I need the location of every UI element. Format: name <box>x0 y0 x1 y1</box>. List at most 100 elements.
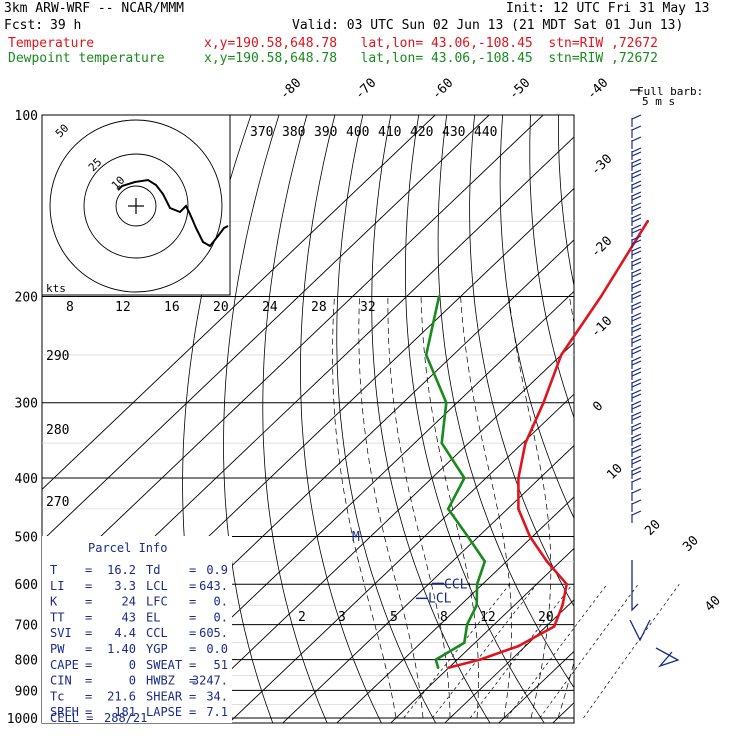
theta-label: 370 <box>250 125 273 140</box>
moist-adiabat <box>557 296 574 719</box>
hodograph-ring <box>49 119 223 293</box>
wind-barb-flag <box>631 510 642 516</box>
barb-legend-label: Full barb: <box>637 85 703 98</box>
dry-adiabat <box>670 115 740 731</box>
mixing-ratio-label: 20 <box>538 610 554 625</box>
theta-label: 440 <box>474 125 497 140</box>
wind-barb-flag <box>631 312 642 318</box>
isotherm-line <box>282 444 574 723</box>
parcel-param-name: CCL <box>146 626 168 640</box>
wind-barb-flag <box>631 338 642 344</box>
isotherm-line <box>653 115 740 731</box>
isotherm-label: 40 <box>702 593 724 615</box>
dry-adiabat <box>405 115 545 723</box>
theta-label: 390 <box>314 125 337 140</box>
pressure-tick-label: 400 <box>15 472 38 487</box>
temperature-point <box>646 219 649 223</box>
parcel-param-value: 3.3 <box>114 579 136 593</box>
parcel-equals: = <box>189 642 196 656</box>
dewpoint-point <box>466 535 470 538</box>
isotherm-label: 30 <box>680 533 702 555</box>
wind-barb-flag <box>631 459 642 465</box>
m-marker: M <box>352 530 360 545</box>
wind-barb-flag <box>631 327 642 333</box>
dewpoint-point <box>434 658 438 661</box>
moist-adiabat <box>585 297 657 719</box>
hodograph-speed-tick: 32 <box>360 300 376 315</box>
isotherm-line <box>228 393 574 723</box>
temperature-point <box>542 401 545 405</box>
dry-adiabat <box>371 115 491 723</box>
wind-barb-flag <box>631 246 642 252</box>
parcel-equals: = <box>85 563 92 577</box>
pressure-tick-label: 100 <box>15 109 38 124</box>
wind-barb-flag <box>631 400 642 406</box>
wind-barb-flag <box>631 356 642 362</box>
parcel-equals: = <box>189 658 196 672</box>
dewpoint-location-info: x,y=190.58,648.78 lat,lon= 43.06,-108.45… <box>204 51 658 66</box>
isotherm-label: -20 <box>588 234 615 261</box>
dry-adiabat <box>614 115 740 731</box>
parcel-param-value: 7.1 <box>206 705 228 719</box>
parcel-equals: = <box>85 626 92 640</box>
temperature-point <box>478 658 482 661</box>
wind-barb-flag <box>631 393 642 399</box>
isotherm-line <box>174 342 574 723</box>
parcel-param-value: 34. <box>206 689 228 703</box>
isotherm-label: -70 <box>352 76 379 103</box>
dewpoint-point <box>465 623 469 626</box>
dry-adiabat <box>586 115 740 731</box>
parcel-param-name: Tc <box>50 689 64 703</box>
temperature-location-info: x,y=190.58,648.78 lat,lon= 43.06,-108.45… <box>204 36 658 51</box>
hodograph-speed-tick: 16 <box>164 300 180 315</box>
parcel-param-value: 0 <box>129 658 136 672</box>
pressure-tick-label: 200 <box>15 291 38 306</box>
parcel-equals: = <box>189 705 196 719</box>
dewpoint-point <box>483 560 487 563</box>
dewpoint-profile <box>424 296 487 668</box>
parcel-info-title: Parcel Info <box>88 541 167 555</box>
wind-barb-flag <box>631 433 642 439</box>
temperature-point <box>528 535 532 538</box>
parcel-param-value: 605. <box>199 626 228 640</box>
wind-barb-flag <box>631 147 642 153</box>
wind-barb-flag <box>631 162 642 168</box>
parcel-param-name: CIN <box>50 674 72 688</box>
wind-barb-flag <box>631 279 642 285</box>
temperature-point <box>565 582 568 586</box>
mixing-ratio-label: 8 <box>440 610 448 625</box>
pressure-tick-label: 900 <box>15 684 38 699</box>
dry-adiabat <box>336 115 437 723</box>
parcel-equals: = <box>85 658 92 672</box>
wind-barb-flag <box>631 173 642 179</box>
dewpoint-point <box>424 353 428 357</box>
isotherm-label: 0 <box>590 399 606 415</box>
wind-barb-flag <box>631 323 642 329</box>
parcel-equals: = <box>189 674 196 688</box>
parcel-equals: = <box>189 689 196 703</box>
wind-barb-flag <box>631 316 642 322</box>
wind-barb-flag <box>631 202 642 208</box>
parcel-equals: = <box>189 610 196 624</box>
hodograph-speed-tick: 8 <box>66 300 74 315</box>
wind-barb-flag <box>631 477 642 483</box>
wind-barb-flag <box>631 151 642 157</box>
parcel-param-name: YGP <box>146 642 168 656</box>
moist-adiabat <box>666 297 740 719</box>
dry-adiabat <box>469 115 574 608</box>
temperature-point <box>552 625 556 628</box>
parcel-param-name: LFC <box>146 595 168 609</box>
wind-barb-flag <box>631 169 642 175</box>
wind-barb-flag <box>631 426 642 432</box>
wind-barb-flag <box>631 371 642 377</box>
theta-left-label: 290 <box>46 349 69 364</box>
hodograph-speed-tick: 28 <box>311 300 327 315</box>
moist-adiabat <box>358 296 424 719</box>
wind-barb-flag <box>631 235 642 241</box>
hodograph-trace <box>117 178 229 248</box>
wind-barb-flag <box>631 224 642 230</box>
isotherm-label: -50 <box>506 76 533 103</box>
wind-barb-flag <box>631 191 642 197</box>
parcel-equals: = <box>85 642 92 656</box>
